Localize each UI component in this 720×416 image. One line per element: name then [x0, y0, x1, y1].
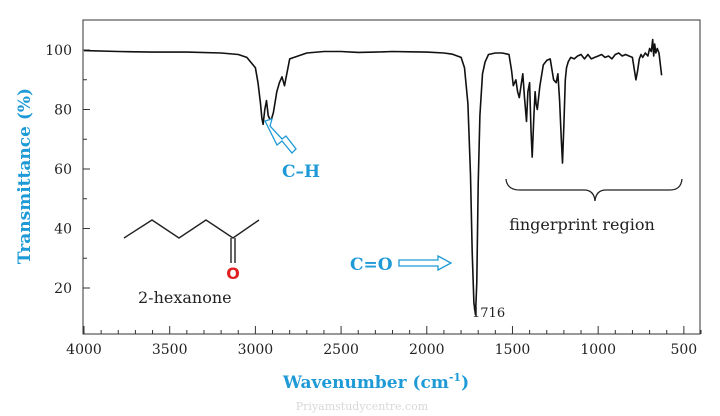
y-tick-label: 40	[54, 222, 72, 238]
x-axis-title: Wavenumber (cm-1)	[282, 371, 469, 393]
y-tick-label: 20	[54, 281, 72, 297]
x-tick-label: 3000	[238, 342, 274, 358]
x-tick-label: 2500	[323, 342, 359, 358]
x-axis-ticks: 4000 3500 3000 2500 2000 1500 1000 500	[66, 326, 702, 358]
peak-1716-label: 1716	[472, 306, 505, 321]
ch-label: C–H	[282, 162, 320, 182]
y-axis-title: Transmittance (%)	[15, 88, 35, 264]
plot-frame	[82, 19, 701, 335]
molecule-name: 2-hexanone	[138, 288, 232, 307]
x-tick-label: 3500	[152, 342, 188, 358]
series-line-transmittance	[83, 38, 663, 316]
fingerprint-brace-icon	[505, 178, 683, 202]
x-tick-label: 500	[670, 342, 697, 358]
co-hollow-arrow-icon	[398, 254, 453, 272]
co-label: C=O	[350, 255, 393, 275]
x-tick-label: 1000	[580, 342, 616, 358]
fingerprint-label: fingerprint region	[509, 215, 655, 234]
y-axis-ticks: 100 80 60 40 20	[45, 43, 90, 297]
y-tick-label: 100	[45, 43, 72, 59]
co-annotation: C=O	[350, 254, 453, 275]
y-tick-label: 60	[54, 162, 72, 178]
watermark: Priyamstudycentre.com	[296, 400, 429, 413]
ch-annotation: C–H	[264, 118, 320, 182]
y-tick-label: 80	[54, 103, 72, 119]
x-tick-label: 1500	[495, 342, 531, 358]
oxygen-atom-label: O	[226, 264, 240, 283]
x-tick-label: 2000	[409, 342, 445, 358]
hexanone-structure-icon: O	[123, 219, 260, 283]
x-tick-label: 4000	[66, 342, 102, 358]
ch-hollow-arrow-icon	[264, 118, 297, 154]
